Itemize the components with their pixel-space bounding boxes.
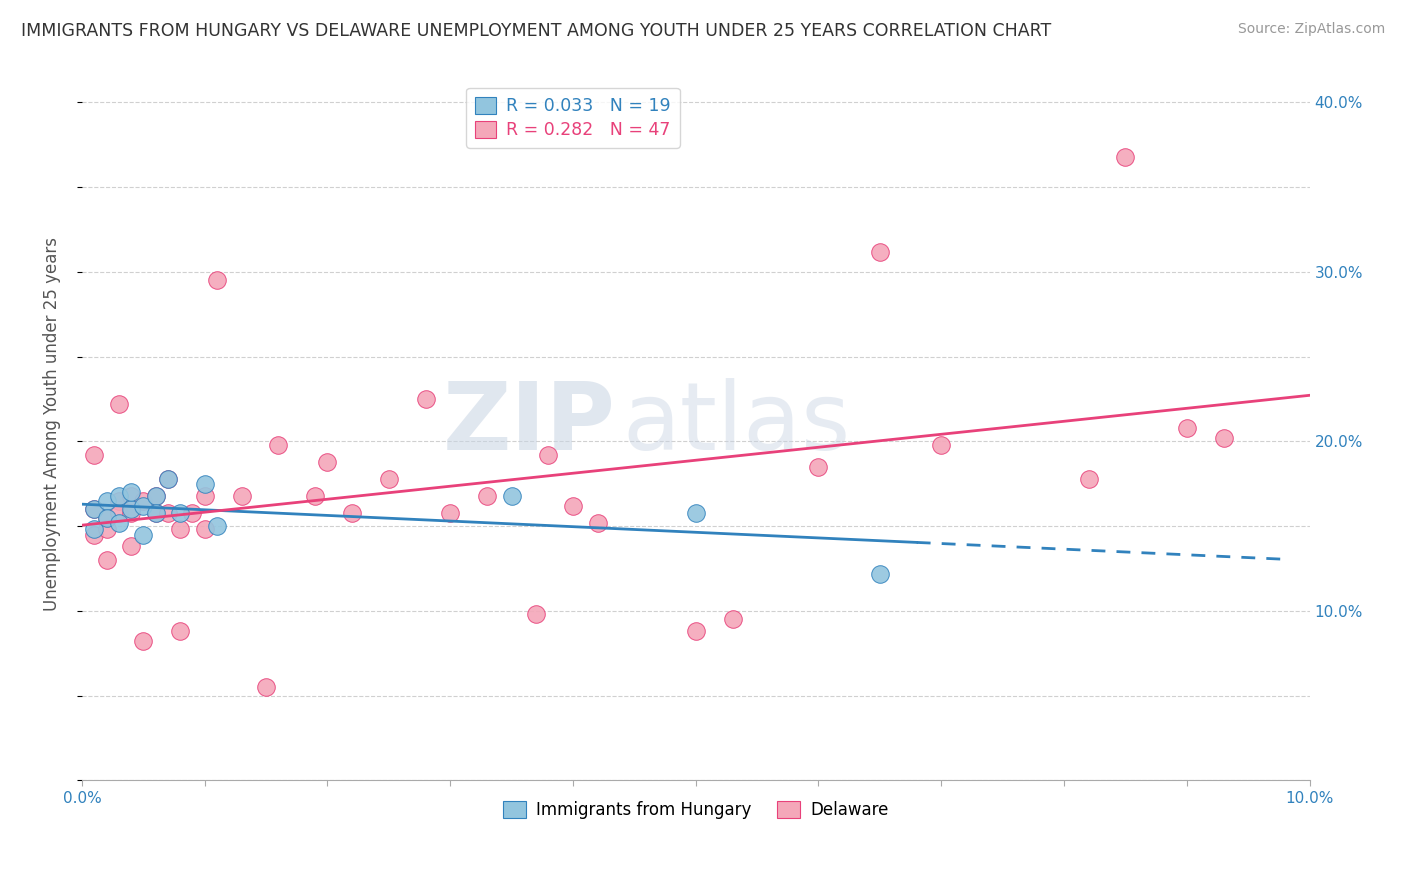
Point <box>1212 431 1234 445</box>
Point <box>120 540 142 554</box>
Point <box>415 392 437 406</box>
Point <box>340 506 363 520</box>
Point <box>869 244 891 259</box>
Point <box>537 448 560 462</box>
Point <box>807 459 830 474</box>
Legend: Immigrants from Hungary, Delaware: Immigrants from Hungary, Delaware <box>496 794 896 825</box>
Point <box>562 499 585 513</box>
Point <box>107 506 129 520</box>
Point <box>96 510 118 524</box>
Point <box>120 506 142 520</box>
Point <box>132 527 155 541</box>
Point <box>156 472 179 486</box>
Point <box>205 273 228 287</box>
Point <box>132 499 155 513</box>
Point <box>1077 472 1099 486</box>
Point <box>1114 150 1136 164</box>
Text: Source: ZipAtlas.com: Source: ZipAtlas.com <box>1237 22 1385 37</box>
Point <box>96 523 118 537</box>
Point <box>83 527 105 541</box>
Point <box>524 607 547 622</box>
Point <box>439 506 461 520</box>
Point <box>501 489 523 503</box>
Point <box>120 489 142 503</box>
Point <box>721 612 744 626</box>
Point <box>156 506 179 520</box>
Point <box>107 397 129 411</box>
Point <box>194 489 217 503</box>
Point <box>267 438 290 452</box>
Point <box>586 516 609 530</box>
Point <box>169 624 191 639</box>
Y-axis label: Unemployment Among Youth under 25 years: Unemployment Among Youth under 25 years <box>44 237 60 611</box>
Point <box>145 506 167 520</box>
Point <box>194 523 217 537</box>
Point <box>107 516 129 530</box>
Point <box>120 485 142 500</box>
Point <box>169 506 191 520</box>
Text: atlas: atlas <box>621 378 851 470</box>
Point <box>169 523 191 537</box>
Point <box>685 624 707 639</box>
Point <box>869 566 891 581</box>
Point <box>120 502 142 516</box>
Point <box>475 489 498 503</box>
Point <box>107 489 129 503</box>
Point <box>929 438 952 452</box>
Point <box>83 502 105 516</box>
Point <box>156 472 179 486</box>
Point <box>132 634 155 648</box>
Point <box>96 510 118 524</box>
Point <box>132 493 155 508</box>
Point <box>96 553 118 567</box>
Point <box>194 476 217 491</box>
Point <box>316 455 339 469</box>
Text: ZIP: ZIP <box>443 378 616 470</box>
Point <box>83 448 105 462</box>
Point <box>107 493 129 508</box>
Point <box>145 506 167 520</box>
Point <box>205 519 228 533</box>
Point <box>83 502 105 516</box>
Point <box>1175 421 1198 435</box>
Point <box>231 489 253 503</box>
Point <box>254 680 277 694</box>
Point <box>181 506 204 520</box>
Text: IMMIGRANTS FROM HUNGARY VS DELAWARE UNEMPLOYMENT AMONG YOUTH UNDER 25 YEARS CORR: IMMIGRANTS FROM HUNGARY VS DELAWARE UNEM… <box>21 22 1052 40</box>
Point <box>685 506 707 520</box>
Point <box>304 489 326 503</box>
Point <box>145 489 167 503</box>
Point <box>83 523 105 537</box>
Point <box>145 489 167 503</box>
Point <box>96 493 118 508</box>
Point <box>378 472 401 486</box>
